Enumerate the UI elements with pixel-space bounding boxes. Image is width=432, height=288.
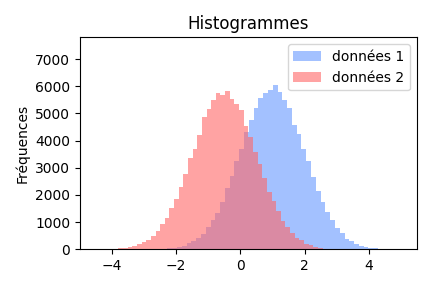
Bar [267,192,272,249]
Bar [151,236,156,249]
Bar [349,241,354,249]
Bar [321,202,325,249]
Bar [197,135,202,249]
Bar [283,100,287,249]
Bar [325,212,330,249]
Bar [142,242,146,249]
Bar [220,202,225,249]
Bar [277,92,283,249]
Bar [202,117,206,249]
Bar [248,137,253,249]
Bar [168,248,172,249]
Bar [179,187,183,249]
Bar [206,109,211,249]
Bar [364,247,368,249]
Bar [160,224,165,249]
Bar [306,161,311,249]
Bar [249,120,254,249]
Bar [268,90,273,249]
Bar [318,248,323,249]
Bar [225,188,230,249]
Bar [304,244,308,249]
Bar [169,208,174,249]
Bar [123,248,128,249]
Bar [330,220,335,249]
Bar [137,245,142,249]
Bar [193,149,197,249]
Bar [230,99,235,249]
Bar [215,213,220,249]
Bar [292,125,297,249]
Bar [216,93,220,249]
Bar [308,245,313,249]
Bar [146,240,151,249]
Bar [244,126,248,249]
Bar [335,228,340,249]
Bar [258,98,263,249]
Bar [290,233,295,249]
Bar [235,162,239,249]
Bar [172,248,177,249]
Bar [253,151,257,249]
Bar [286,227,290,249]
Bar [262,178,267,249]
Bar [220,95,225,249]
Bar [359,246,364,249]
Bar [263,93,268,249]
Bar [174,199,179,249]
Bar [235,104,239,249]
Bar [182,246,187,249]
Bar [302,149,306,249]
Bar [316,191,321,249]
Bar [239,149,244,249]
Bar [295,238,299,249]
Bar [191,241,196,249]
Title: Histogrammes: Histogrammes [187,15,309,33]
Bar [368,248,373,249]
Bar [281,221,286,249]
Bar [311,177,316,249]
Bar [313,247,318,249]
Bar [239,110,244,249]
Bar [196,238,201,249]
Bar [257,164,262,249]
Bar [354,244,359,249]
Bar [273,85,277,249]
Bar [183,174,188,249]
Bar [276,211,281,249]
Bar [340,233,345,249]
Bar [206,227,210,249]
Y-axis label: Fréquences: Fréquences [15,104,29,183]
Bar [297,134,302,249]
Bar [345,238,349,249]
Bar [128,247,132,249]
Bar [201,234,206,249]
Bar [132,246,137,249]
Bar [299,240,304,249]
Legend: données 1, données 2: données 1, données 2 [288,44,410,90]
Bar [211,100,216,249]
Bar [230,176,235,249]
Bar [165,218,169,249]
Bar [118,248,123,249]
Bar [225,91,230,249]
Bar [272,201,276,249]
Bar [244,132,249,249]
Bar [177,247,182,249]
Bar [254,108,258,249]
Bar [187,243,191,249]
Bar [188,158,193,249]
Bar [287,108,292,249]
Bar [210,220,215,249]
Bar [156,231,160,249]
